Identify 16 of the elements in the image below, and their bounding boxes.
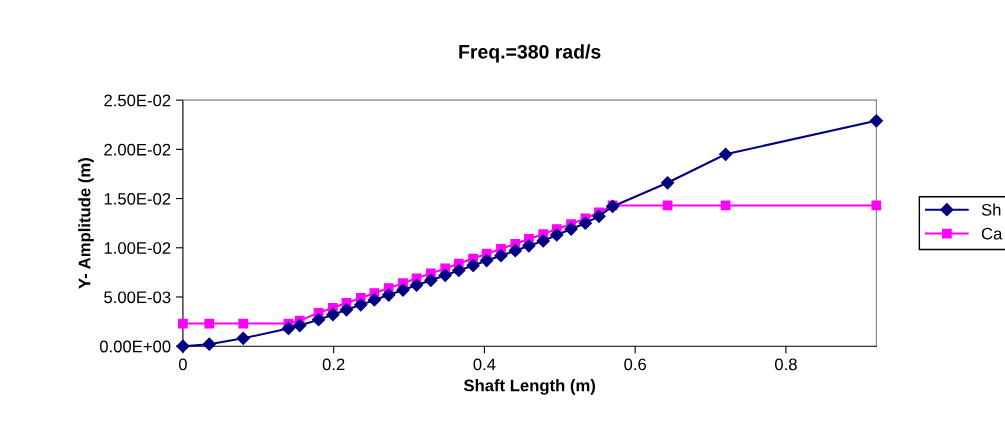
chart-title: Freq.=380 rad/s (459, 44, 601, 63)
x-tick-label: 0.2 (322, 358, 345, 371)
y-tick-label: 5.00E-03 (104, 291, 171, 304)
x-axis-title: Shaft Length (m) (463, 379, 596, 395)
x-tick-label: 0 (178, 358, 187, 371)
y-tick-label: 1.00E-02 (104, 242, 171, 254)
x-tick-label: 0.8 (774, 358, 797, 371)
y-tick-label: 2.00E-02 (104, 143, 171, 156)
legend-label: Ca (981, 227, 1003, 240)
legend-label: Sh (981, 203, 1001, 216)
x-tick-label: 0.6 (624, 358, 647, 371)
y-tick-label: 1.50E-02 (104, 192, 171, 205)
y-tick-label: 2.50E-02 (104, 94, 171, 107)
y-tick-label: 0.00E+00 (99, 340, 171, 353)
y-axis-title: Y- Amplitude (m) (78, 158, 94, 289)
x-tick-label: 0.4 (473, 358, 496, 371)
